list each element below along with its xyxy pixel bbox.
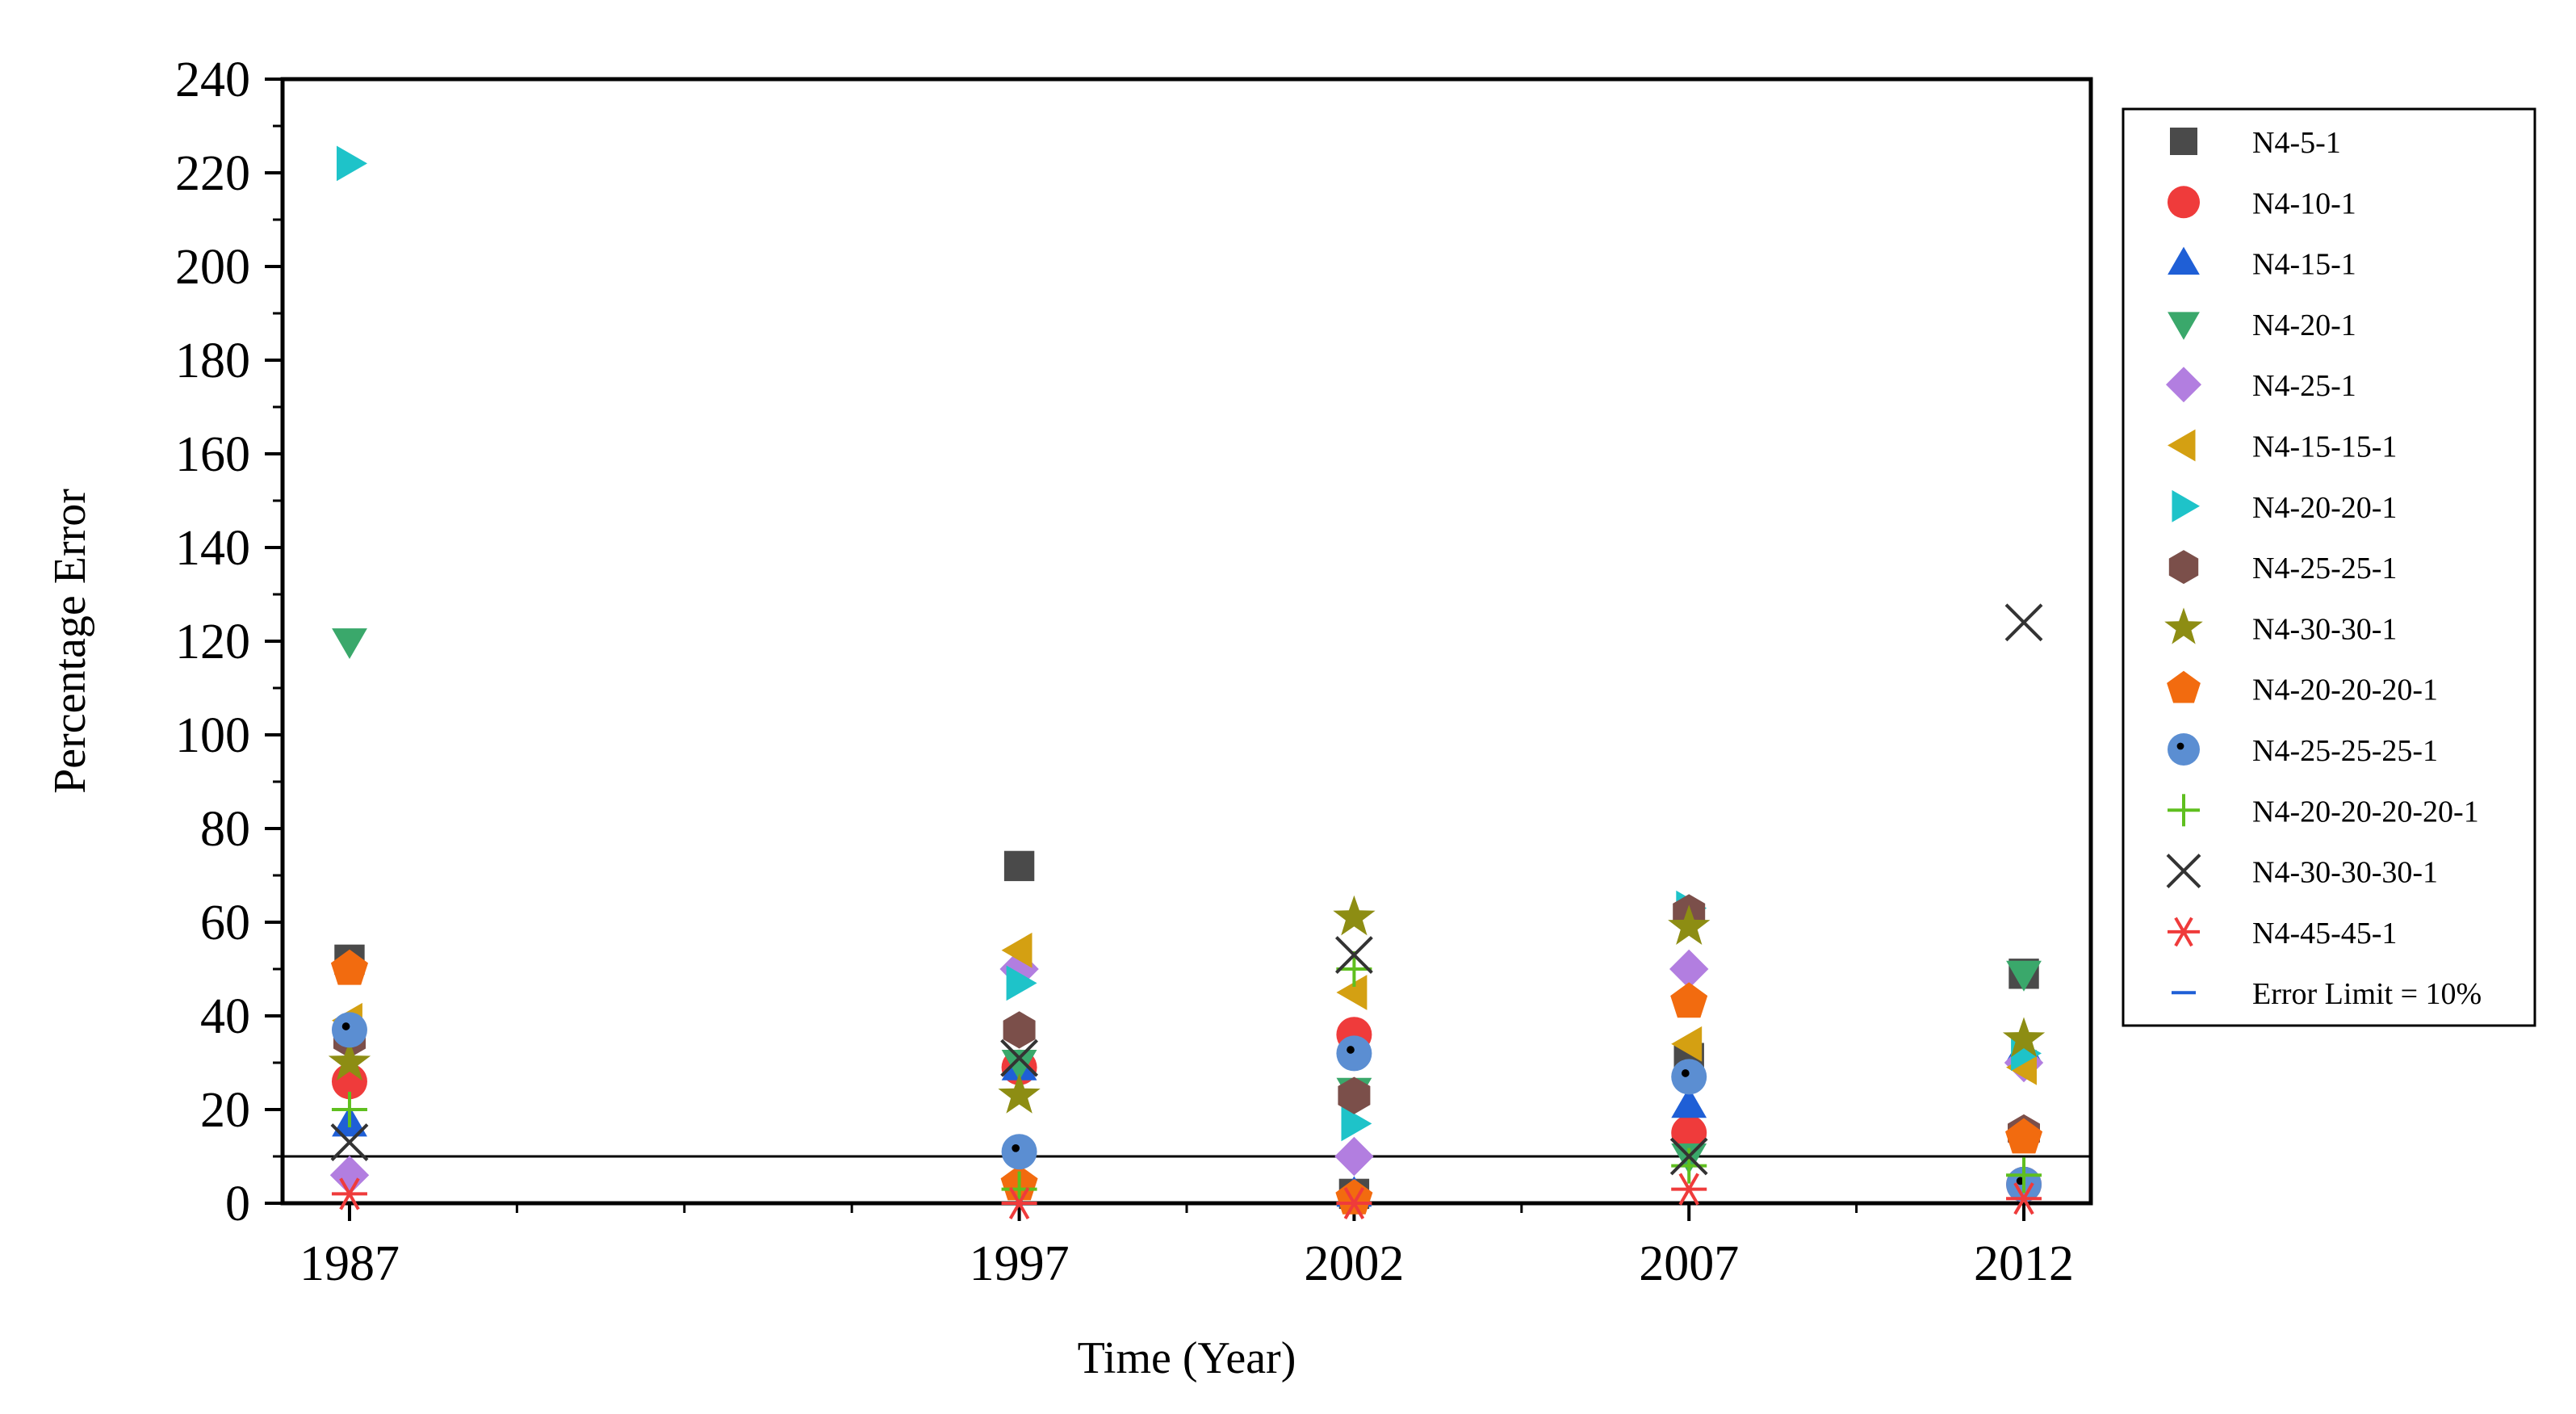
y-tick-label: 200 [175,240,250,295]
legend-label: N4-25-25-1 [2252,552,2397,585]
legend-label: N4-30-30-1 [2252,612,2397,646]
y-axis-label: Percentage Error [45,489,95,794]
x-axis-label: Time (Year) [1078,1333,1296,1383]
legend-marker [2164,607,2203,644]
data-point [331,1012,367,1048]
data-point [1670,982,1708,1018]
y-tick-label: 100 [175,708,250,763]
data-point [1001,932,1032,968]
data-point [2006,1157,2042,1194]
data-point [1001,1186,1037,1220]
legend: N4-5-1 N4-10-1 N4-15-1 N4-20-1 N4-25-1 N4-15-… [2122,107,2536,1027]
legend-marker [2168,429,2196,462]
y-tick-label: 40 [200,989,250,1044]
legend-label: N4-25-25-25-1 [2252,734,2438,768]
y-tick-label: 60 [200,896,250,950]
legend-marker [2166,854,2201,889]
legend-label: N4-20-1 [2252,308,2356,342]
x-tick-label: 2002 [1304,1236,1404,1291]
data-point [1001,1050,1037,1080]
legend-marker [2170,128,2197,155]
legend-label: N4-20-20-20-20-1 [2252,795,2479,829]
data-point [1668,904,1711,945]
y-tick-label: 140 [175,521,250,576]
data-point [2004,603,2043,642]
data-point [2006,960,2042,992]
legend-marker [2167,670,2201,703]
legend-marker [2168,733,2200,766]
legend-label: N4-15-1 [2252,248,2356,282]
data-point [1671,1087,1707,1118]
data-point [330,1123,369,1162]
y-tick-label: 120 [175,615,250,669]
data-point [331,1177,367,1211]
y-tick-label: 160 [175,427,250,482]
data-point [1341,1106,1372,1142]
data-point [1334,1136,1374,1177]
y-tick-label: 0 [225,1177,250,1231]
x-tick-label: 1997 [970,1236,1070,1291]
x-tick-label: 2012 [1974,1236,2074,1291]
data-point [1000,1038,1039,1077]
x-tick-label: 2007 [1639,1236,1739,1291]
legend-label: N4-45-45-1 [2252,917,2397,950]
data-point [1001,1134,1037,1170]
x-tick-label: 1987 [299,1236,400,1291]
y-tick-label: 220 [175,146,250,201]
data-point [2006,1182,2042,1215]
data-point [329,1156,370,1195]
data-point [1338,1076,1371,1114]
data-point [1003,1011,1036,1049]
data-point [1671,1173,1707,1206]
axis-titles: Time (Year) Percentage Error [45,489,1296,1383]
data-point [1336,1035,1372,1072]
y-tick-label: 180 [175,334,250,388]
data-point [337,145,367,182]
legend-label: Error Limit = 10% [2252,977,2482,1011]
data-point [328,1040,371,1081]
data-point [1671,1059,1707,1095]
y-tick-label: 240 [175,52,250,107]
legend-marker [2168,794,2200,827]
data-point [1335,1179,1373,1215]
legend-label: N4-20-20-20-1 [2252,673,2438,707]
data-point [2002,1017,2046,1058]
y-tick-label: 20 [200,1083,250,1138]
plot-area: 0 20 40 60 80 100 120 140 160 180 200 220 240 1987 199… [175,52,2093,1291]
data-point [330,949,368,985]
data-point [1336,975,1368,1010]
data-point [1006,965,1037,1001]
data-point [1334,936,1373,975]
data-point [1671,1148,1707,1184]
data-point [332,628,367,659]
legend-marker [2168,550,2199,585]
data-point [2005,1118,2043,1154]
data-point [1669,949,1709,989]
data-point [998,1073,1041,1114]
legend-marker [2168,246,2200,275]
data-point [331,1092,367,1127]
data-point [1333,895,1376,936]
legend-label: N4-5-1 [2252,126,2341,160]
plot-frame [280,77,2093,1206]
y-tick-label: 80 [200,802,250,857]
data-point [1671,1115,1707,1151]
legend-marker [2168,917,2200,947]
legend-marker [2168,186,2200,219]
legend-label: N4-25-1 [2252,369,2356,403]
legend-label: N4-10-1 [2252,187,2356,220]
legend-marker [2168,312,2200,340]
data-point [1671,1026,1703,1062]
legend-label: N4-15-15-1 [2252,430,2397,464]
legend-marker [2172,489,2200,522]
legend-marker [2166,367,2201,403]
data-point [1336,1186,1372,1220]
legend-label: N4-20-20-1 [2252,491,2397,525]
data-point [1003,850,1035,882]
legend-label: N4-30-30-30-1 [2252,856,2438,890]
data-point [1669,1137,1708,1176]
